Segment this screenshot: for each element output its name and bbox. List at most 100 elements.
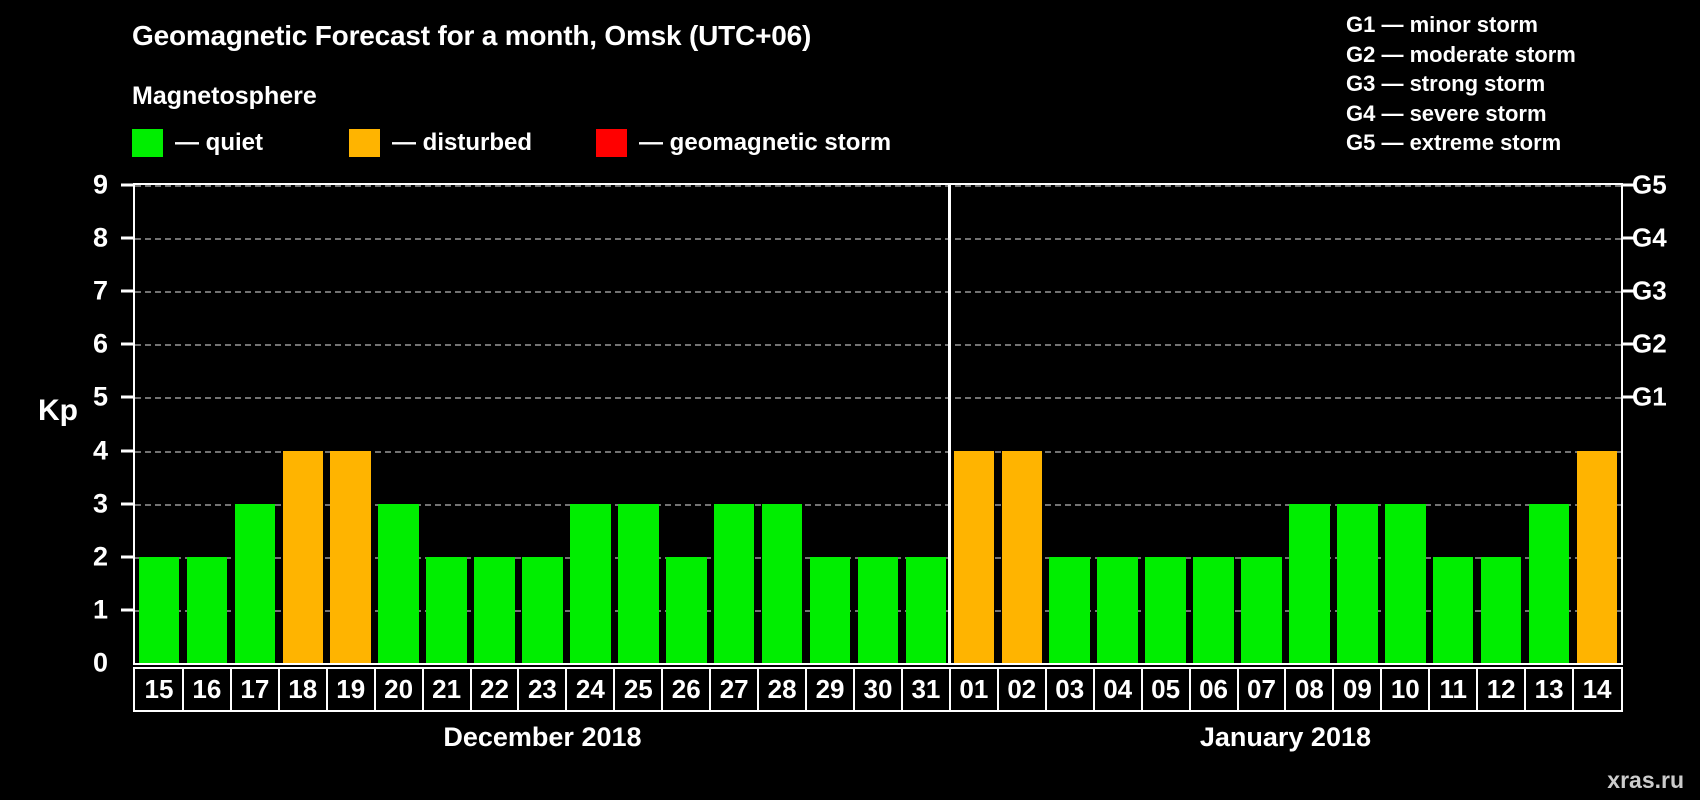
- bar-day-24[interactable]: [570, 503, 611, 663]
- g-tick-label-G1: G1: [1632, 381, 1667, 412]
- bar-day-06[interactable]: [1193, 556, 1234, 663]
- gscale-legend: G1 — minor storm G2 — moderate storm G3 — …: [1346, 10, 1676, 158]
- bar-day-16[interactable]: [186, 556, 228, 663]
- day-label-25[interactable]: 25: [623, 674, 653, 704]
- bar-day-30[interactable]: [857, 556, 899, 663]
- day-label-29[interactable]: 29: [815, 674, 845, 704]
- day-separator: [805, 669, 808, 710]
- y-tick-label-6: 6: [92, 328, 108, 359]
- day-label-10[interactable]: 10: [1390, 674, 1420, 704]
- day-label-30[interactable]: 30: [863, 674, 893, 704]
- legend-swatch-disturbed: [349, 129, 380, 157]
- day-label-26[interactable]: 26: [671, 674, 701, 704]
- bar-day-26[interactable]: [666, 556, 707, 663]
- bar-day-14[interactable]: [1576, 450, 1618, 663]
- bar-day-03[interactable]: [1049, 556, 1090, 663]
- bar-day-01[interactable]: [953, 450, 995, 663]
- day-label-14[interactable]: 14: [1582, 674, 1612, 704]
- day-label-20[interactable]: 20: [384, 674, 414, 704]
- bar-day-19[interactable]: [330, 450, 371, 663]
- g-tick-mark-G1: [1623, 395, 1635, 399]
- gridline-kp-4: [135, 450, 1621, 453]
- day-separator: [565, 669, 568, 710]
- magnetosphere-legend: — quiet — disturbed — geomagnetic storm: [132, 128, 891, 158]
- g-tick-mark-G3: [1623, 289, 1635, 293]
- day-label-07[interactable]: 07: [1247, 674, 1276, 704]
- gridline-kp-8: [135, 238, 1621, 241]
- day-label-22[interactable]: 22: [480, 674, 509, 704]
- y-tick-label-3: 3: [92, 488, 108, 519]
- day-separator: [1332, 669, 1335, 710]
- bar-day-13[interactable]: [1528, 503, 1570, 663]
- day-label-11[interactable]: 11: [1439, 674, 1467, 704]
- day-label-strip: 15 16 17 18 19 20 21 22 23 24 25 26 27 28 29 30 31 01 02 03…: [133, 667, 1623, 712]
- day-label-02[interactable]: 02: [1007, 674, 1037, 704]
- bar-day-28[interactable]: [761, 503, 803, 663]
- legend-label-disturbed: — disturbed: [392, 129, 533, 156]
- day-separator: [1380, 669, 1383, 710]
- y-tick-mark-7: [121, 289, 133, 293]
- bar-day-12[interactable]: [1480, 556, 1522, 663]
- day-label-21[interactable]: 21: [432, 674, 462, 704]
- day-label-08[interactable]: 08: [1294, 674, 1324, 704]
- day-separator: [900, 669, 903, 710]
- bar-day-21[interactable]: [426, 556, 467, 663]
- y-tick-label-5: 5: [92, 381, 108, 412]
- day-separator: [1284, 669, 1287, 710]
- y-tick-mark-3: [121, 502, 133, 506]
- watermark: xras.ru: [1607, 767, 1684, 793]
- bar-day-05[interactable]: [1145, 556, 1186, 663]
- day-separator: [277, 669, 280, 710]
- day-label-09[interactable]: 09: [1342, 674, 1372, 704]
- g-tick-label-G5: G5: [1632, 169, 1667, 200]
- bar-day-04[interactable]: [1097, 556, 1138, 663]
- day-label-23[interactable]: 23: [527, 674, 557, 704]
- day-label-01[interactable]: 01: [959, 674, 989, 704]
- bar-day-20[interactable]: [378, 503, 419, 663]
- day-label-06[interactable]: 06: [1199, 674, 1228, 704]
- day-label-19[interactable]: 19: [336, 674, 366, 704]
- bars-layer: [135, 185, 1621, 663]
- day-label-18[interactable]: 18: [288, 674, 318, 704]
- day-label-24[interactable]: 24: [575, 674, 605, 704]
- day-label-17[interactable]: 17: [240, 674, 270, 704]
- day-label-03[interactable]: 03: [1055, 674, 1085, 704]
- bar-day-07[interactable]: [1241, 556, 1282, 663]
- y-tick-label-1: 1: [92, 594, 108, 625]
- legend-entry-storm: — geomagnetic storm: [596, 129, 891, 157]
- g-tick-label-G4: G4: [1632, 222, 1667, 253]
- day-label-31[interactable]: 31: [911, 674, 941, 704]
- bar-day-18[interactable]: [282, 450, 324, 663]
- bar-day-25[interactable]: [618, 503, 659, 663]
- gscale-row-g1: G1 — minor storm: [1346, 12, 1538, 37]
- page-title: Geomagnetic Forecast for a month, Omsk (…: [132, 20, 812, 51]
- day-label-28[interactable]: 28: [767, 674, 797, 704]
- day-separator: [1044, 669, 1047, 710]
- bar-day-31[interactable]: [905, 556, 947, 663]
- day-label-15[interactable]: 15: [144, 674, 174, 704]
- day-separator: [181, 669, 184, 710]
- day-separator: [1188, 669, 1191, 710]
- bar-day-11[interactable]: [1432, 556, 1474, 663]
- bar-day-17[interactable]: [234, 503, 276, 663]
- y-tick-mark-2: [121, 555, 133, 559]
- bar-day-29[interactable]: [809, 556, 851, 663]
- day-label-12[interactable]: 12: [1486, 674, 1516, 704]
- y-tick-mark-5: [121, 395, 133, 399]
- day-label-04[interactable]: 04: [1103, 674, 1133, 704]
- day-label-16[interactable]: 16: [192, 674, 222, 704]
- bar-day-09[interactable]: [1337, 503, 1378, 663]
- bar-day-27[interactable]: [713, 503, 755, 663]
- bar-day-02[interactable]: [1001, 450, 1043, 663]
- bar-day-22[interactable]: [474, 556, 515, 663]
- day-label-27[interactable]: 27: [719, 674, 749, 704]
- bar-day-08[interactable]: [1289, 503, 1330, 663]
- bar-day-10[interactable]: [1385, 503, 1426, 663]
- day-separator: [517, 669, 520, 710]
- day-label-13[interactable]: 13: [1534, 674, 1564, 704]
- bar-day-23[interactable]: [522, 556, 563, 663]
- day-label-05[interactable]: 05: [1151, 674, 1181, 704]
- legend-swatch-quiet: [132, 129, 163, 157]
- gridline-kp-9: [135, 185, 1621, 187]
- bar-day-15[interactable]: [138, 556, 180, 663]
